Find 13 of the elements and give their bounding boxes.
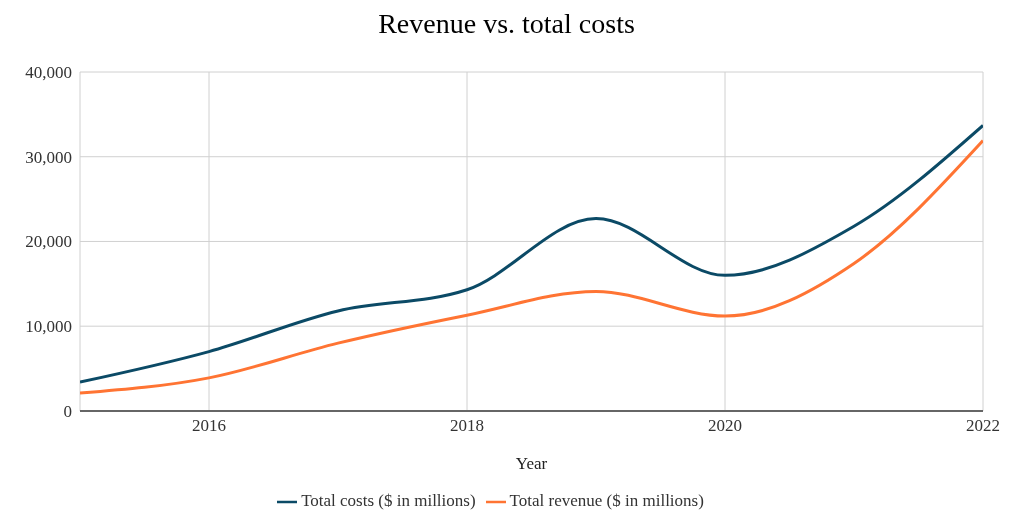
- x-tick-label: 2018: [450, 415, 484, 435]
- legend-label: Total revenue ($ in millions): [509, 490, 704, 510]
- y-tick-label: 20,000: [25, 232, 72, 252]
- legend-label: Total costs ($ in millions): [301, 490, 476, 510]
- y-tick-label: 30,000: [25, 147, 72, 167]
- x-tick-label: 2020: [708, 415, 742, 435]
- y-tick-label: 10,000: [25, 317, 72, 337]
- x-tick-label: 2016: [192, 415, 226, 435]
- chart-title: Revenue vs. total costs: [377, 8, 636, 41]
- y-tick-label: 40,000: [25, 63, 72, 83]
- x-tick-label: 2022: [966, 415, 1000, 435]
- x-axis-title: Year: [515, 453, 548, 473]
- y-tick-label: 0: [63, 401, 72, 421]
